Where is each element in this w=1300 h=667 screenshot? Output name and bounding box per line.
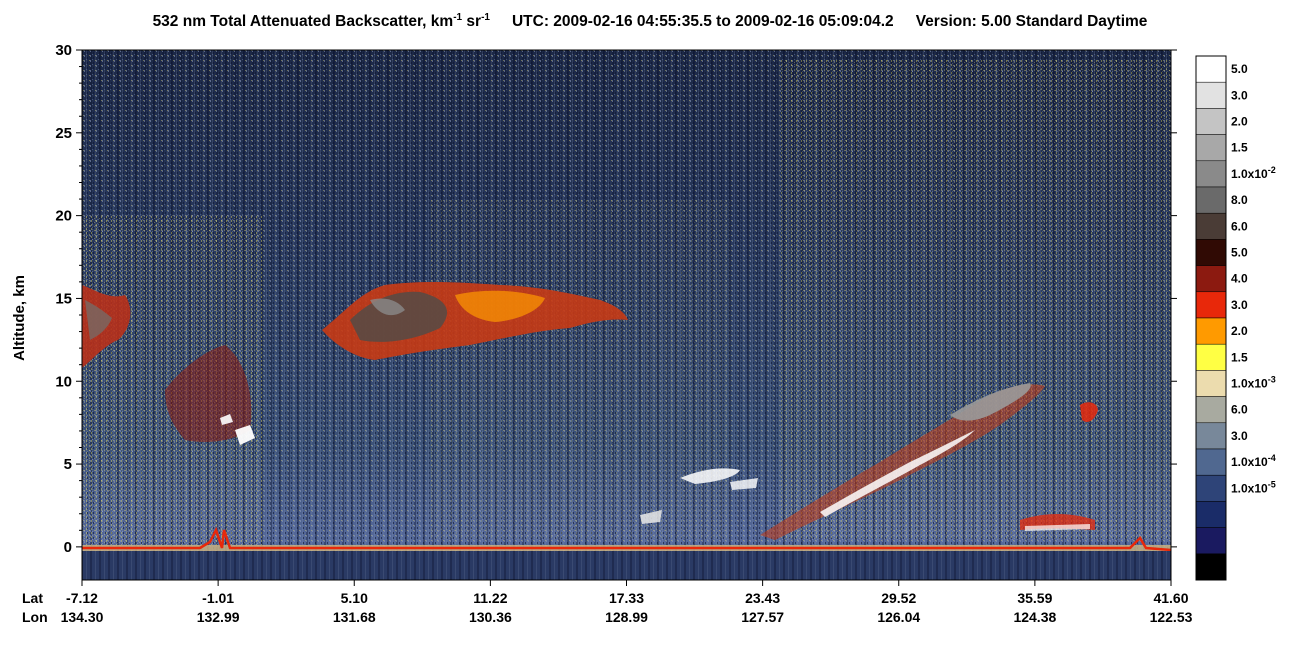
- x-tick-label-lon: 126.04: [877, 609, 920, 625]
- colorbar-label: 3.0: [1231, 298, 1248, 312]
- colorbar-swatch: [1195, 396, 1227, 424]
- colorbar-label: 8.0: [1231, 193, 1248, 207]
- colorbar-swatch: [1195, 239, 1227, 266]
- colorbar-label: 3.0: [1231, 88, 1248, 102]
- title-sr: sr: [462, 13, 482, 31]
- colorbar-swatch: [1195, 501, 1227, 528]
- x-tick-label-lon: 134.30: [61, 609, 104, 625]
- title-version: Version: 5.00 Standard Daytime: [915, 13, 1148, 31]
- backscatter-image: [82, 50, 1171, 580]
- x-tick-label-lat: 17.33: [609, 590, 644, 606]
- colorbar-label: 6.0: [1231, 219, 1248, 233]
- colorbar-swatch: [1195, 55, 1227, 83]
- colorbar: 5.0 3.0 2.0 1.5 1.0x10-2 8.0 6.0 5.0 4.0 3.0 2.0 1.…: [1195, 55, 1276, 581]
- colorbar-label: 1.5: [1231, 350, 1248, 364]
- x-tick-label-lat: 41.60: [1153, 590, 1188, 606]
- colorbar-swatch: [1195, 553, 1227, 581]
- y-tick-label: 25: [55, 125, 72, 142]
- x-tick-label-lat: 23.43: [745, 590, 780, 606]
- colorbar-swatch: [1195, 291, 1227, 319]
- chart-title: 532 nm Total Attenuated Backscatter, km-…: [0, 12, 1300, 31]
- title-exp-sr: -1: [481, 12, 490, 23]
- x-tick-label-lat: 29.52: [881, 590, 916, 606]
- x-tick-label-lon: 128.99: [605, 609, 648, 625]
- colorbar-label: 4.0: [1231, 272, 1248, 286]
- x-tick-label-lon: 132.99: [197, 609, 240, 625]
- y-axis-title: Altitude, km: [11, 275, 28, 361]
- colorbar-swatch: [1195, 160, 1227, 188]
- colorbar-label: 1.0x10-5: [1231, 479, 1276, 495]
- y-tick-label: 0: [64, 539, 72, 556]
- colorbar-label: 6.0: [1231, 403, 1248, 417]
- colorbar-label: 2.0: [1231, 324, 1248, 338]
- x-tick-label-lat: 11.22: [473, 590, 507, 606]
- colorbar-label: 5.0: [1231, 62, 1248, 76]
- colorbar-swatch: [1195, 317, 1227, 345]
- colorbar-swatch: [1195, 186, 1227, 214]
- colorbar-swatch: [1195, 448, 1227, 476]
- x-row-label-lat: Lat: [22, 590, 43, 606]
- x-tick-label-lon: 131.68: [333, 609, 376, 625]
- colorbar-label: 1.0x10-3: [1231, 375, 1276, 391]
- colorbar-swatch: [1195, 212, 1227, 240]
- y-tick-label: 15: [55, 290, 72, 307]
- title-exp-km: -1: [453, 12, 463, 23]
- x-tick-label-lon: 130.36: [469, 609, 512, 625]
- y-tick-label: 10: [55, 373, 72, 390]
- y-tick-label: 20: [55, 208, 72, 225]
- x-row-label-lon: Lon: [22, 609, 48, 625]
- colorbar-label: 3.0: [1231, 429, 1248, 443]
- y-tick-label: 30: [55, 42, 72, 59]
- colorbar-label: 1.5: [1231, 141, 1248, 155]
- x-tick-label-lon: 127.57: [741, 609, 784, 625]
- colorbar-swatch: [1195, 527, 1227, 555]
- x-axis: -7.12 134.30 -1.01 132.99 5.10 131.68 11.22 130…: [61, 580, 1193, 625]
- x-tick-label-lat: -1.01: [202, 590, 234, 606]
- y-tick-label: 5: [64, 456, 72, 473]
- x-tick-label-lon: 124.38: [1013, 609, 1056, 625]
- colorbar-label: 1.0x10-4: [1231, 453, 1276, 469]
- colorbar-swatch: [1195, 134, 1227, 162]
- colorbar-swatch: [1195, 474, 1227, 502]
- colorbar-swatch: [1195, 108, 1227, 135]
- colorbar-label: 2.0: [1231, 115, 1248, 129]
- x-tick-label-lon: 122.53: [1150, 609, 1193, 625]
- title-main: 532 nm Total Attenuated Backscatter, km: [152, 13, 454, 31]
- colorbar-swatch: [1195, 370, 1227, 397]
- title-utc: UTC: 2009-02-16 04:55:35.5 to 2009-02-16…: [511, 13, 894, 31]
- x-tick-label-lat: 5.10: [341, 590, 368, 606]
- x-tick-label-lat: 35.59: [1017, 590, 1052, 606]
- colorbar-label: 5.0: [1231, 246, 1248, 260]
- colorbar-swatch: [1195, 343, 1227, 371]
- colorbar-frame: [1195, 55, 1227, 581]
- colorbar-swatch: [1195, 422, 1227, 450]
- colorbar-swatch: [1195, 265, 1227, 293]
- colorbar-label: 1.0x10-2: [1231, 165, 1276, 181]
- colorbar-swatch: [1195, 81, 1227, 109]
- x-tick-label-lat: -7.12: [66, 590, 98, 606]
- y-axis: 0 5 10 15 20 25 30: [55, 42, 1177, 556]
